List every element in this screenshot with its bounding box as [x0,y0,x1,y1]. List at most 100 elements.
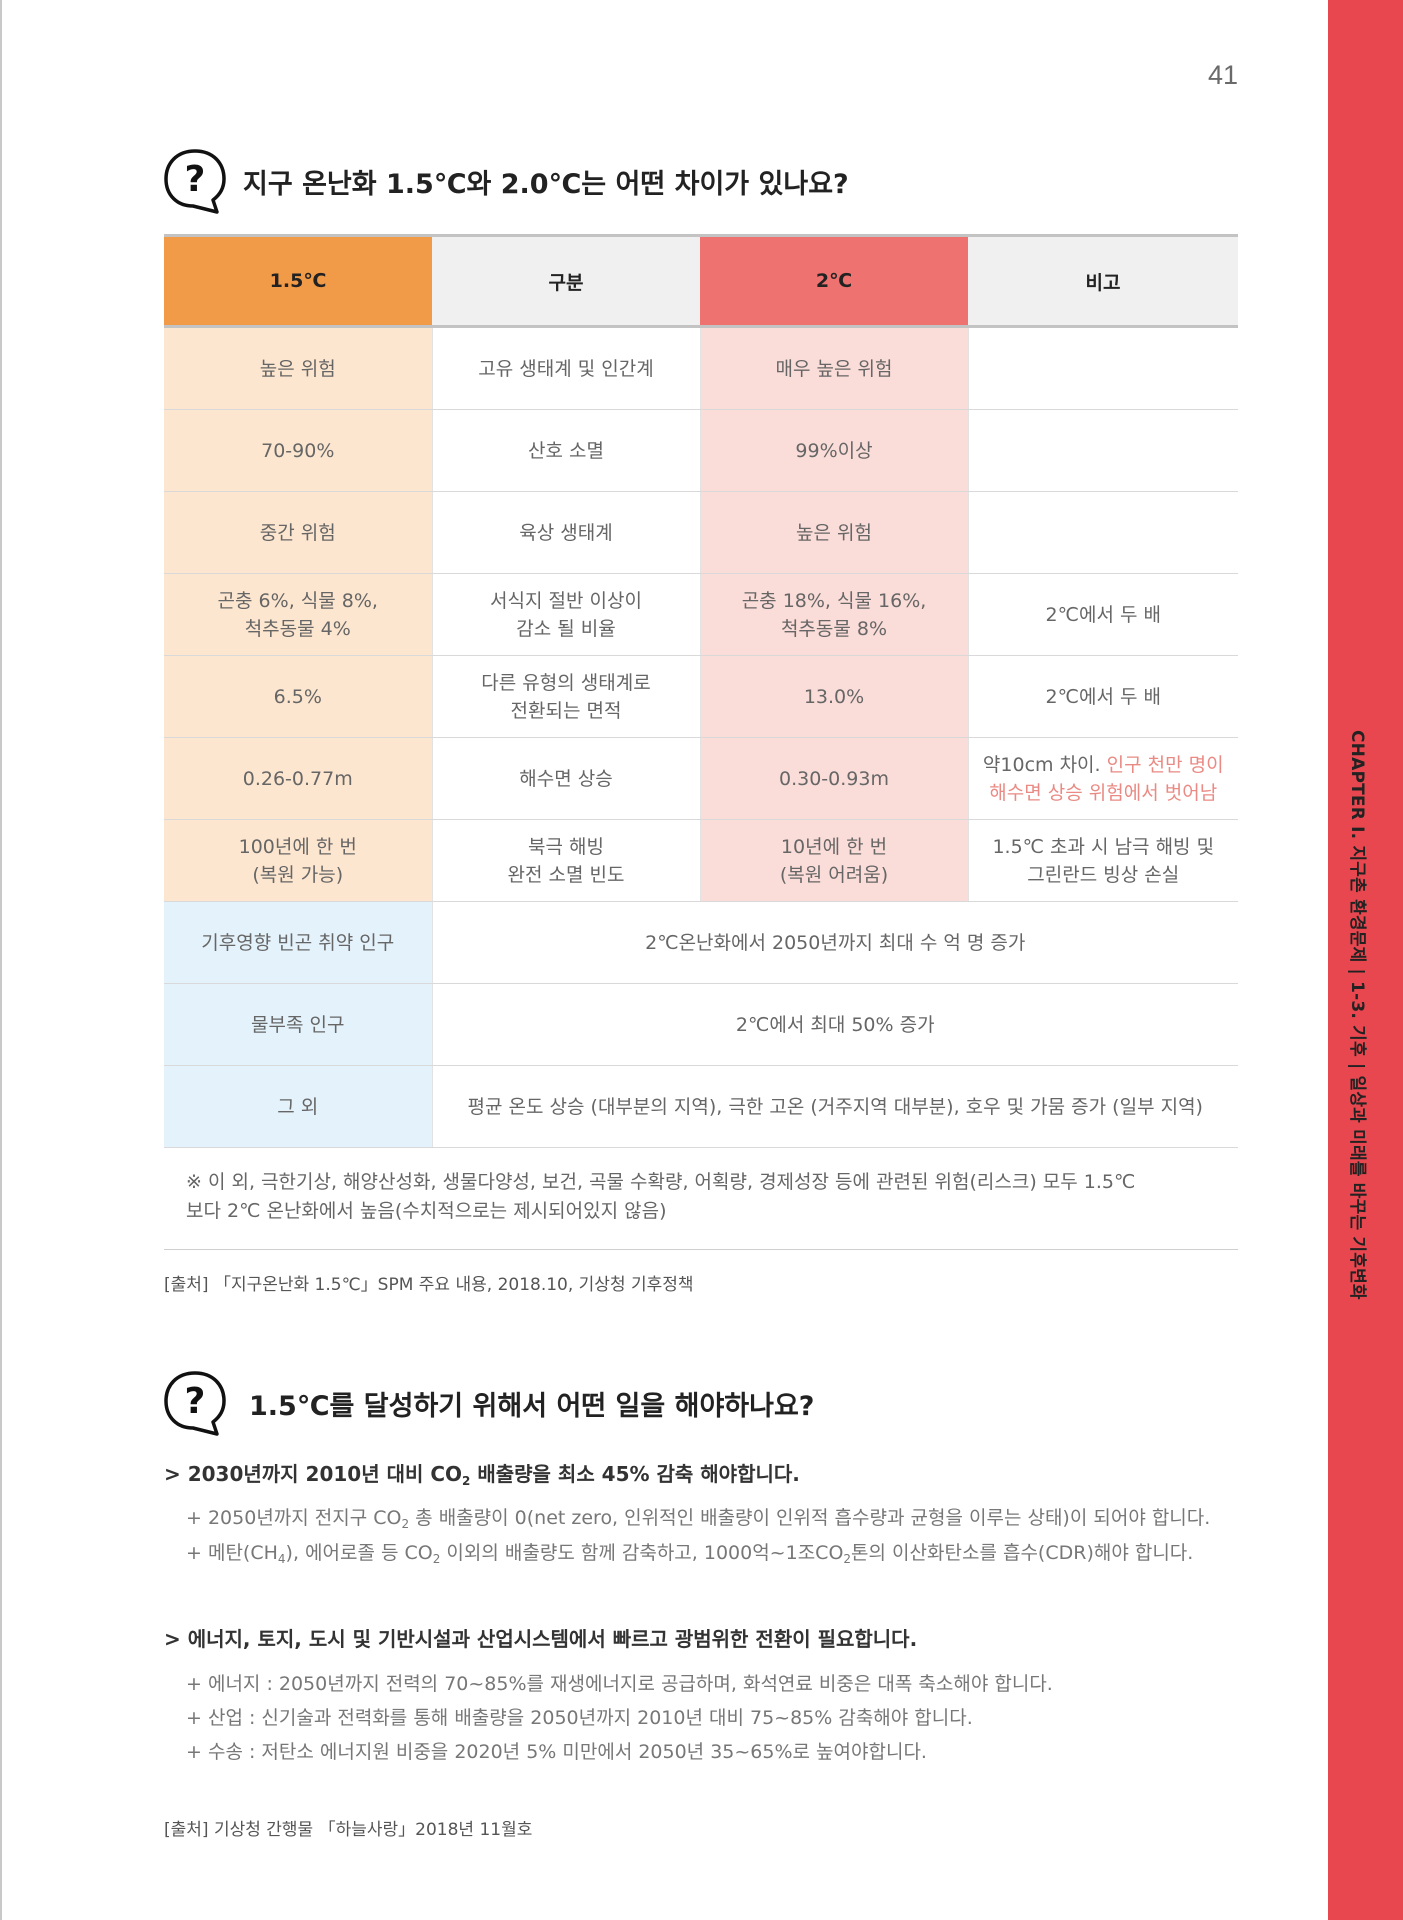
table-header-row: 1.5℃ 구분 2℃ 비고 [164,235,1238,327]
cell-line: 북극 해빙 [528,835,604,858]
cell-line: 1.5℃ 초과 시 남극 해빙 및 [992,835,1215,858]
cell-line: 완전 소멸 빈도 [507,863,625,886]
cell-1-5c: 100년에 한 번 (복원 가능) [164,819,432,902]
cell-line: 곤충 6%, 식물 8%, [217,589,378,612]
subscript: 2 [462,1474,471,1488]
wide-row-label: 기후영향 빈곤 취약 인구 [164,901,432,984]
header-1-5c: 1.5℃ [164,235,432,327]
text-part: > 2030년까지 2010년 대비 CO [164,1462,463,1486]
cell-1-5c: 6.5% [164,655,432,738]
cell-2c: 곤충 18%, 식물 16%, 척추동물 8% [699,573,968,656]
cell-line-highlight: 인구 천만 명이 [1100,753,1224,776]
cell-line: 100년에 한 번 [238,835,357,858]
text-part: 톤의 이산화탄소를 흡수(CDR)해야 합니다. [851,1542,1194,1564]
cell-line: 곤충 18%, 식물 16%, [741,589,927,612]
cell-2c: 10년에 한 번 (복원 어려움) [699,819,968,902]
cell-line: 그린란드 빙상 손실 [1027,863,1180,886]
section2-heading: ? 1.5℃를 달성하기 위해서 어떤 일을 해야하나요? [163,1370,814,1436]
cell-2c: 13.0% [699,655,968,738]
header-remarks: 비고 [968,235,1238,327]
chapter-side-label: CHAPTER I. 지구촌 환경문제 | 1-3. 기후 | 일상과 미래를 … [1347,730,1367,1300]
subscript: 2 [843,1552,852,1566]
text-part: + 2050년까지 전지구 CO [186,1507,402,1529]
page-number: 41 [1207,60,1238,90]
subscript: 2 [432,1552,441,1566]
section1-source: [출처] 「지구온난화 1.5℃」SPM 주요 내용, 2018.10, 기상청… [164,1275,694,1295]
sub-bullet: + 산업 : 신기술과 전력화를 통해 배출량을 2050년까지 2010년 대… [186,1707,973,1729]
text-part: 이외의 배출량도 함께 감축하고, 1000억~1조CO [440,1542,844,1564]
table-row: 중간 위험 육상 생태계 높은 위험 [164,491,1238,574]
cell-2c: 높은 위험 [699,491,968,574]
cell-line: 다른 유형의 생태계로 [481,671,651,694]
text-part: + 메탄(CH [186,1542,278,1564]
wide-row-value: 2℃온난화에서 2050년까지 최대 수 억 명 증가 [431,901,1238,984]
footnote-line: 보다 2℃ 온난화에서 높음(수치적으로는 제시되어있지 않음) [186,1200,667,1222]
header-2c: 2℃ [700,235,968,327]
svg-text:?: ? [185,1381,206,1422]
table-row: 70-90% 산호 소멸 99%이상 [164,409,1238,492]
cell-1-5c: 중간 위험 [164,491,432,574]
wide-row-value: 2℃에서 최대 50% 증가 [431,983,1238,1066]
text-part: ), 에어로졸 등 CO [285,1542,433,1564]
cell-1-5c: 70-90% [164,409,432,492]
footnote-line: ※ 이 외, 극한기상, 해양산성화, 생물다양성, 보건, 곡물 수확량, 어… [186,1171,1136,1193]
table-row: 물부족 인구 2℃에서 최대 50% 증가 [164,983,1238,1066]
cell-2c: 매우 높은 위험 [699,326,968,410]
cell-category: 해수면 상승 [431,737,700,820]
cell-line: 서식지 절반 이상이 [490,589,642,612]
wide-row-label: 물부족 인구 [164,983,432,1066]
sub-bullet: + 에너지 : 2050년까지 전력의 70~85%를 재생에너지로 공급하며,… [186,1673,1053,1695]
cell-category: 고유 생태계 및 인간계 [431,326,700,410]
divider [164,1249,1238,1250]
target-co2-bullet: > 2030년까지 2010년 대비 CO2 배출량을 최소 45% 감축 해야… [164,1458,800,1488]
cell-line: 척추동물 4% [244,617,351,640]
cell-1-5c: 높은 위험 [164,326,432,410]
cell-line: 10년에 한 번 [780,835,888,858]
cell-line: 감소 될 비율 [516,617,616,640]
subscript: 4 [277,1552,286,1566]
subscript: 2 [401,1517,410,1531]
table-row: 기후영향 빈곤 취약 인구 2℃온난화에서 2050년까지 최대 수 억 명 증… [164,901,1238,984]
question-bubble-icon: ? [164,1371,226,1436]
cell-remarks [967,409,1238,492]
svg-text:?: ? [185,159,206,200]
cell-remarks [967,326,1238,410]
text-part: 배출량을 최소 45% 감축 해야합니다. [470,1462,800,1486]
cell-line: 약10cm 차이. [982,753,1101,776]
question-bubble-icon: ? [164,149,226,214]
section1-heading: ? 지구 온난화 1.5℃와 2.0℃는 어떤 차이가 있나요? [163,148,849,214]
page-left-rule [0,0,2,1920]
text-part: 총 배출량이 0(net zero, 인위적인 배출량이 인위적 흡수량과 균형… [409,1507,1211,1529]
cell-line: (복원 어려움) [779,863,889,886]
cell-category: 육상 생태계 [431,491,700,574]
section1-title: 지구 온난화 1.5℃와 2.0℃는 어떤 차이가 있나요? [243,168,849,200]
header-category: 구분 [432,235,700,327]
transition-bullet: > 에너지, 토지, 도시 및 기반시설과 산업시스템에서 빠르고 광범위한 전… [164,1627,918,1651]
sub-bullet: + 2050년까지 전지구 CO2 총 배출량이 0(net zero, 인위적… [186,1503,1210,1531]
cell-1-5c: 곤충 6%, 식물 8%, 척추동물 4% [164,573,432,656]
cell-1-5c: 0.26-0.77m [164,737,432,820]
section2-source: [출처] 기상청 간행물 「하늘사랑」2018년 11월호 [164,1820,533,1840]
cell-line: 전환되는 면적 [510,699,622,722]
cell-category: 산호 소멸 [431,409,700,492]
sub-bullet: + 수송 : 저탄소 에너지원 비중을 2020년 5% 미만에서 2050년 … [186,1741,927,1763]
table-footnote: ※ 이 외, 극한기상, 해양산성화, 생물다양성, 보건, 곡물 수확량, 어… [186,1168,1226,1226]
cell-remarks [967,491,1238,574]
chapter-side-band [1328,0,1403,1920]
cell-2c: 99%이상 [699,409,968,492]
cell-line: 척추동물 8% [780,617,888,640]
cell-remarks: 2℃에서 두 배 [967,573,1238,656]
table-row: 그 외 평균 온도 상승 (대부분의 지역), 극한 고온 (거주지역 대부분)… [164,1065,1238,1148]
cell-line-highlight: 해수면 상승 위험에서 벗어남 [989,781,1218,804]
cell-remarks: 2℃에서 두 배 [967,655,1238,738]
wide-row-label: 그 외 [164,1065,432,1148]
wide-row-value: 평균 온도 상승 (대부분의 지역), 극한 고온 (거주지역 대부분), 호우… [431,1065,1238,1148]
table-row: 0.26-0.77m 해수면 상승 0.30-0.93m 약10cm 차이. 인… [164,737,1238,820]
